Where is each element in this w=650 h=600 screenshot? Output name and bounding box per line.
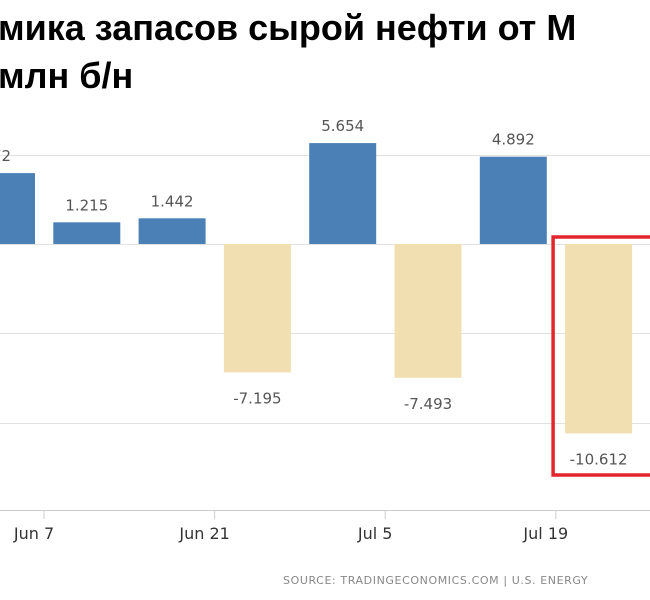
data-label-7: -10.612 bbox=[570, 450, 628, 468]
bar-7 bbox=[565, 244, 633, 434]
bar-4 bbox=[309, 143, 377, 244]
chart-title-line-2: млн б/н bbox=[0, 55, 134, 96]
x-tick-label-1: Jun 21 bbox=[178, 524, 229, 543]
bar-3 bbox=[223, 244, 291, 373]
bar-6 bbox=[479, 156, 547, 244]
bar-1 bbox=[53, 222, 121, 244]
data-label-6: 4.892 bbox=[492, 131, 535, 149]
data-label-1: 1.215 bbox=[65, 196, 108, 214]
data-label-3: -7.195 bbox=[233, 389, 281, 407]
chart-title-line-1: мика запасов сырой нефти от М bbox=[0, 7, 577, 48]
chart-title: мика запасов сырой нефти от М млн б/н bbox=[0, 6, 650, 138]
data-label-5: -7.493 bbox=[404, 395, 452, 413]
data-label-0: 72 bbox=[0, 147, 11, 165]
source-note: SOURCE: TRADINGECONOMICS.COM | U.S. ENER… bbox=[283, 574, 589, 587]
bar-5 bbox=[394, 244, 462, 378]
data-label-4: 5.654 bbox=[321, 117, 364, 135]
x-tick-label-3: Jul 19 bbox=[522, 524, 568, 543]
bar-0 bbox=[0, 173, 35, 244]
data-label-2: 1.442 bbox=[151, 192, 194, 210]
bar-2 bbox=[138, 218, 206, 244]
highlight-box bbox=[551, 235, 650, 477]
x-tick-label-0: Jun 7 bbox=[13, 524, 54, 543]
x-tick-label-2: Jul 5 bbox=[357, 524, 393, 543]
